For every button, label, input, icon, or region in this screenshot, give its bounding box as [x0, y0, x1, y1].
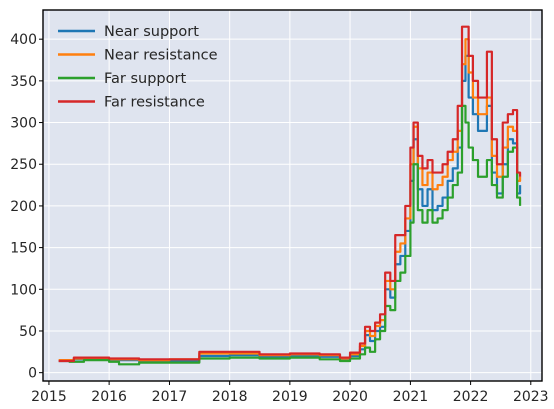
y-tick-label: 250 [10, 157, 37, 173]
x-tick-label: 2018 [212, 389, 248, 405]
y-tick-label: 50 [19, 324, 37, 340]
x-tick-label: 2016 [91, 389, 127, 405]
legend: Near support Near resistance Far support Fa… [58, 24, 218, 111]
y-tick-label: 200 [10, 199, 37, 215]
legend-label-far-resistance: Far resistance [104, 95, 205, 111]
x-tick-label: 2020 [332, 389, 368, 405]
legend-label-near-resistance: Near resistance [104, 48, 218, 64]
legend-label-near-support: Near support [104, 24, 199, 40]
plot-frame [42, 9, 543, 382]
y-tick-label: 150 [10, 241, 37, 257]
x-tick-label: 2017 [152, 389, 188, 405]
legend-label-far-support: Far support [104, 71, 186, 87]
x-tick-label: 2022 [453, 389, 489, 405]
x-tick-label: 2023 [513, 389, 549, 405]
x-tick-label: 2021 [393, 389, 429, 405]
plot-background [43, 10, 542, 381]
x-tick-label: 2019 [272, 389, 308, 405]
y-tick-label: 0 [28, 366, 37, 382]
y-axis: 0 50 100 150 200 250 300 350 400 [10, 32, 43, 382]
x-axis: 2015 2016 2017 2018 2019 2020 2021 2022 2023 [31, 381, 549, 405]
series-line-far-support [68, 104, 522, 366]
y-tick-label: 350 [10, 74, 37, 90]
series-layer [58, 25, 522, 366]
y-tick-label: 300 [10, 116, 37, 132]
x-tick-label: 2015 [31, 389, 67, 405]
y-tick-label: 100 [10, 282, 37, 298]
grid [43, 10, 542, 381]
y-tick-label: 400 [10, 32, 37, 48]
series-line-far-resistance [58, 25, 522, 363]
